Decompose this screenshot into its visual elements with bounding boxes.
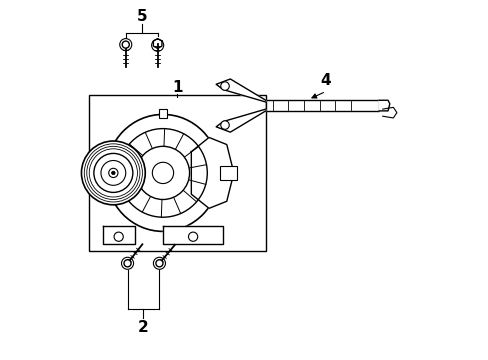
Bar [88,95,265,251]
Circle shape [114,232,123,241]
Circle shape [156,260,163,267]
Circle shape [94,153,133,192]
Circle shape [122,41,129,48]
Text: 5: 5 [136,9,147,24]
Polygon shape [102,226,134,244]
Polygon shape [378,100,389,111]
Text: 3: 3 [97,165,108,180]
Circle shape [220,82,229,90]
Text: 1: 1 [172,80,182,95]
Circle shape [81,141,145,205]
Text: 4: 4 [320,73,331,88]
Bar [219,166,237,180]
Ellipse shape [106,114,219,231]
Polygon shape [216,79,265,102]
Circle shape [188,232,197,241]
Circle shape [124,260,131,267]
Bar [265,100,378,111]
Polygon shape [191,138,233,208]
Circle shape [111,171,115,175]
Circle shape [136,146,189,199]
Text: 2: 2 [138,320,148,334]
Circle shape [108,168,118,177]
Polygon shape [382,107,396,118]
Circle shape [220,121,229,129]
Polygon shape [216,109,265,132]
Polygon shape [163,226,223,244]
Bar [159,109,166,118]
Circle shape [101,161,125,185]
Circle shape [152,162,173,184]
